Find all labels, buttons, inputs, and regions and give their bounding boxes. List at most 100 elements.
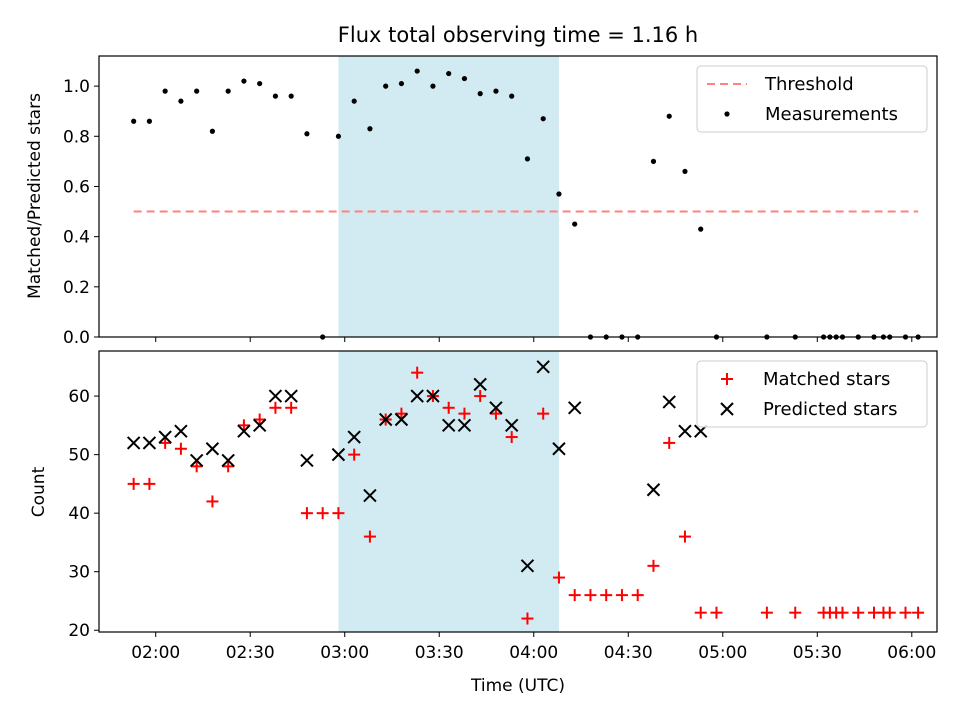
count-shaded-region: [338, 351, 559, 632]
predicted-stars-point: [552, 442, 566, 456]
measurements-point: [461, 75, 468, 82]
measurements-point: [241, 78, 247, 84]
measurements-point: [572, 221, 578, 227]
matched-stars-point: [458, 407, 471, 420]
predicted-legend-label: Predicted stars: [763, 399, 897, 420]
matched-stars-point: [143, 477, 156, 490]
y-axis-label-ratio: Matched/Predicted stars: [25, 93, 45, 299]
matched-stars-point: [285, 401, 298, 414]
predicted-stars-point: [237, 424, 251, 438]
predicted-stars-point: [142, 436, 157, 450]
predicted-stars-point: [536, 360, 550, 374]
matched-stars-point: [521, 612, 534, 625]
matched-stars-point: [174, 442, 187, 455]
count-plot-area: 02:00 02:30 03:00 03:30 04:00 04:30 05:00 05:30…: [68, 351, 936, 663]
x-axis-label: Time (UTC): [470, 676, 565, 696]
predicted-stars-point: [520, 559, 535, 573]
x-tick-label: 04:00: [509, 643, 558, 663]
matched-stars-point: [253, 413, 266, 426]
predicted-stars-point: [284, 389, 298, 403]
predicted-stars-point: [646, 483, 661, 497]
matched-legend-swatch: [721, 373, 733, 385]
matched-stars-point: [899, 606, 912, 619]
matched-legend-label: Matched stars: [763, 369, 890, 390]
matched-stars-point: [206, 495, 219, 508]
matched-stars-point: [663, 436, 676, 449]
predicted-stars-point: [504, 418, 519, 433]
matched-stars-point: [348, 448, 361, 461]
measurements-point: [146, 118, 153, 124]
ratio-y-tick-label: 0.0: [63, 328, 90, 348]
matched-stars-point: [332, 507, 345, 520]
x-tick-label: 06:00: [887, 643, 936, 663]
predicted-stars-point: [363, 488, 377, 503]
count-y-tick-label: 40: [68, 504, 90, 524]
measurements-point: [540, 116, 546, 122]
count-legend-box: [696, 360, 928, 428]
matched-stars-point: [647, 559, 660, 572]
measurements-point: [225, 88, 231, 94]
count-plot-frame: [98, 350, 938, 633]
predicted-stars-point: [252, 418, 267, 433]
predicted-stars-point: [347, 430, 361, 444]
predicted-stars-point: [473, 377, 487, 392]
matched-stars-point: [505, 431, 518, 444]
measurements-point: [430, 83, 436, 89]
predicted-stars-point: [378, 412, 393, 427]
predicted-stars-point: [410, 389, 424, 403]
matched-stars-point: [537, 407, 550, 420]
matched-stars-point: [710, 606, 723, 619]
matched-stars-point: [568, 589, 581, 602]
matched-stars-point: [584, 589, 597, 602]
predicted-stars-point: [331, 447, 346, 462]
measurements-point: [367, 126, 373, 132]
matched-stars-point: [600, 589, 613, 602]
matched-stars-point: [678, 530, 691, 543]
matched-stars-point: [159, 436, 172, 449]
x-tick-label: 03:00: [320, 643, 369, 663]
measurements-legend-swatch: [724, 111, 730, 117]
predicted-stars-point: [489, 401, 503, 415]
predicted-stars-point: [189, 453, 204, 468]
ratio-panel: Flux total observing time = 1.16 h Match…: [25, 23, 938, 348]
matched-stars-point: [789, 606, 802, 619]
measurements-point: [682, 168, 688, 175]
measurements-point: [477, 91, 483, 97]
measurements-point: [209, 128, 216, 134]
measurements-point: [272, 93, 279, 99]
y-axis-label-count: Count: [29, 466, 49, 517]
measurements-point: [257, 80, 263, 87]
matched-stars-point: [190, 460, 203, 473]
predicted-stars-point: [205, 442, 220, 456]
ratio-y-tick-label: 1.0: [63, 77, 90, 97]
measurements-point: [194, 88, 200, 94]
x-tick-label: 02:00: [131, 643, 180, 663]
measurements-point: [650, 158, 657, 164]
matched-stars-point: [836, 606, 849, 619]
matched-stars-point: [442, 401, 455, 414]
x-tick-label: 02:30: [226, 643, 275, 663]
predicted-stars-point: [441, 418, 456, 433]
chart-title: Flux total observing time = 1.16 h: [338, 23, 698, 47]
predicted-stars-point: [174, 424, 188, 438]
ratio-y-tick-label: 0.2: [63, 278, 90, 298]
measurements-point: [509, 93, 515, 99]
ratio-y-tick-label: 0.6: [63, 177, 90, 197]
measurements-point: [335, 133, 342, 139]
measurements-point: [666, 113, 672, 119]
measurements-point: [162, 88, 168, 94]
matched-stars-point: [694, 606, 707, 619]
measurements-point: [698, 226, 704, 232]
measurements-point: [351, 98, 357, 104]
predicted-stars-point: [268, 389, 283, 403]
ratio-legend: Threshold Measurements: [696, 65, 928, 133]
ratio-y-tick-label: 0.8: [63, 127, 90, 147]
matched-stars-point: [411, 366, 424, 379]
ratio-plot-area: 0.0 0.2 0.4 0.6 0.8 1.0: [63, 56, 921, 348]
matched-stars-point: [300, 507, 313, 520]
predicted-stars-point: [662, 395, 676, 409]
x-tick-label: 05:30: [793, 643, 842, 663]
measurements-point: [288, 93, 294, 99]
measurements-point: [383, 83, 389, 89]
